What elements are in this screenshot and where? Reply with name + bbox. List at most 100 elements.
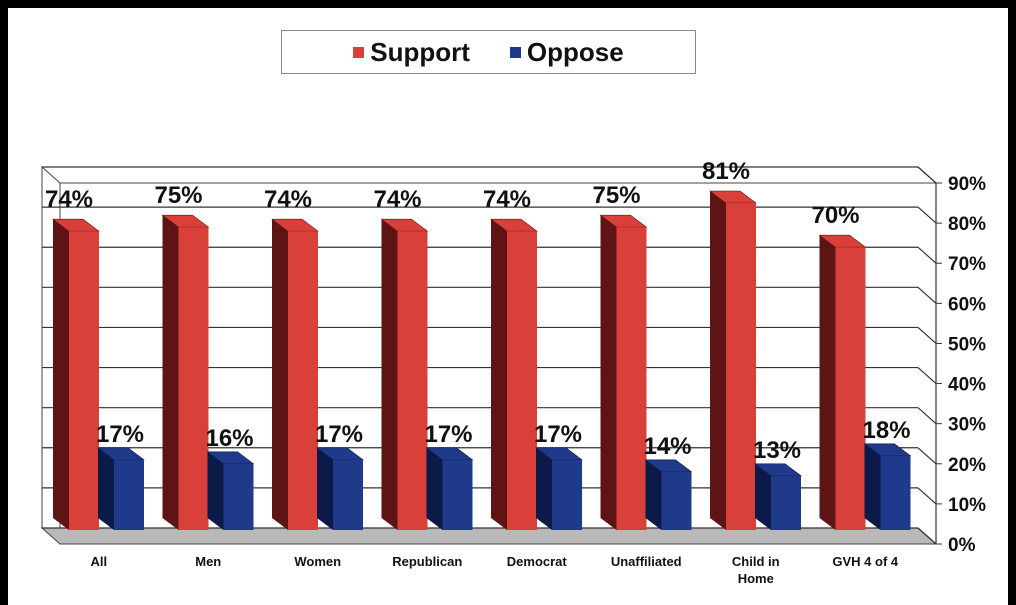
data-label-oppose: 13%: [753, 437, 801, 464]
data-label-oppose: 14%: [643, 433, 691, 460]
legend-label-oppose: Oppose: [526, 36, 624, 67]
bar-support-side: [819, 235, 836, 530]
bar-support: [818, 234, 867, 530]
plot-floor: [40, 527, 938, 545]
data-label-support: 75%: [154, 182, 202, 209]
bar-support-front: [69, 231, 99, 530]
data-label-oppose: 17%: [96, 421, 144, 448]
bar-oppose-side: [645, 459, 662, 530]
bar-oppose: [316, 447, 364, 530]
gridline-depth: [917, 166, 937, 184]
bar-oppose-side: [864, 443, 881, 530]
bar-oppose-side: [536, 447, 552, 530]
x-tick-label: Men: [195, 554, 221, 569]
bar-support-side: [491, 219, 507, 530]
bar-support: [709, 190, 757, 530]
y-tick-label: 20%: [948, 455, 986, 476]
x-tick-label: Women: [294, 554, 341, 569]
data-label-support: 81%: [702, 158, 750, 185]
bar-oppose-side: [98, 447, 114, 530]
legend-swatch-oppose: [509, 46, 521, 58]
y-tick-label: 40%: [948, 375, 986, 396]
data-label-oppose: 16%: [205, 425, 253, 452]
data-label-support: 74%: [483, 186, 531, 213]
bar-oppose-front: [771, 475, 801, 530]
legend-swatch-support: [353, 46, 365, 58]
gridline-depth: [917, 447, 937, 465]
gridline-depth: [917, 527, 937, 545]
bar-support-side: [53, 219, 69, 530]
bar-oppose: [97, 447, 145, 530]
y-tick-label: 80%: [948, 214, 986, 235]
legend-item-support: Support: [353, 37, 470, 68]
data-label-support: 74%: [373, 186, 421, 213]
data-label-oppose: 17%: [534, 421, 582, 448]
bar-support: [599, 214, 648, 530]
x-tick-label: Republican: [392, 554, 462, 569]
bar-oppose-side: [207, 451, 224, 530]
data-label-oppose: 18%: [862, 417, 910, 444]
bar-oppose-front: [552, 459, 582, 530]
x-tick-label: Unaffiliated: [611, 554, 682, 569]
y-tick-label: 10%: [948, 495, 986, 516]
bar-oppose: [754, 463, 802, 530]
y-tick-label: 30%: [948, 415, 986, 436]
gridline-depth: [917, 246, 937, 264]
bar-oppose-front: [442, 459, 473, 530]
bar-support-side: [381, 219, 398, 530]
data-label-support: 74%: [45, 186, 93, 213]
data-label-support: 74%: [264, 186, 312, 213]
x-tick-label: Democrat: [507, 554, 568, 569]
bar-support-side: [600, 215, 617, 530]
bar-support-side: [272, 219, 288, 530]
gridline-depth: [917, 487, 937, 505]
bar-oppose-front: [114, 459, 144, 530]
bar-support-side: [162, 215, 179, 530]
bar-support-front: [616, 227, 647, 530]
bar-oppose: [535, 447, 583, 530]
gridline-depth: [917, 326, 937, 344]
bar-support-side: [710, 191, 726, 530]
data-label-support: 75%: [592, 182, 640, 209]
legend-label-support: Support: [370, 36, 470, 67]
bar-oppose: [206, 451, 255, 530]
y-tick-label: 50%: [948, 334, 986, 355]
data-label-oppose: 17%: [424, 421, 472, 448]
x-tick-label: All: [90, 554, 107, 569]
bar-support-front: [835, 247, 866, 530]
x-tick-label: Child in Home: [732, 554, 780, 586]
bar-oppose: [425, 447, 474, 530]
gridline-depth: [917, 407, 937, 425]
bar-oppose-front: [880, 455, 911, 530]
bar-oppose-front: [333, 459, 363, 530]
bar-oppose-side: [755, 463, 771, 530]
bar-oppose-side: [317, 447, 333, 530]
bar-support-front: [178, 227, 209, 530]
data-label-oppose: 17%: [315, 421, 363, 448]
y-tick-label: 0%: [948, 535, 976, 556]
legend-item-oppose: Oppose: [509, 36, 624, 68]
bar-support: [271, 218, 319, 530]
bar-support-front: [397, 231, 428, 530]
gridline-depth: [917, 206, 937, 224]
y-tick-label: 90%: [948, 174, 986, 195]
bar-support: [490, 218, 538, 530]
gridline-depth: [917, 286, 937, 304]
legend: Support Oppose: [281, 30, 696, 74]
bar-oppose-front: [661, 471, 692, 530]
bar-support-front: [288, 231, 318, 530]
gridline-depth: [917, 367, 937, 385]
bar-oppose-side: [426, 447, 443, 530]
bar-support: [52, 218, 100, 530]
bar-oppose-front: [223, 463, 254, 530]
bar-oppose: [863, 443, 912, 530]
y-tick-label: 60%: [948, 294, 986, 315]
bar-support: [161, 214, 210, 530]
bar-support: [380, 218, 429, 530]
plot-top-edge: [40, 166, 938, 184]
bar-oppose: [644, 459, 693, 530]
bar-support-front: [726, 203, 756, 530]
x-tick-label: GVH 4 of 4: [832, 554, 899, 569]
bar-support-front: [507, 231, 537, 530]
